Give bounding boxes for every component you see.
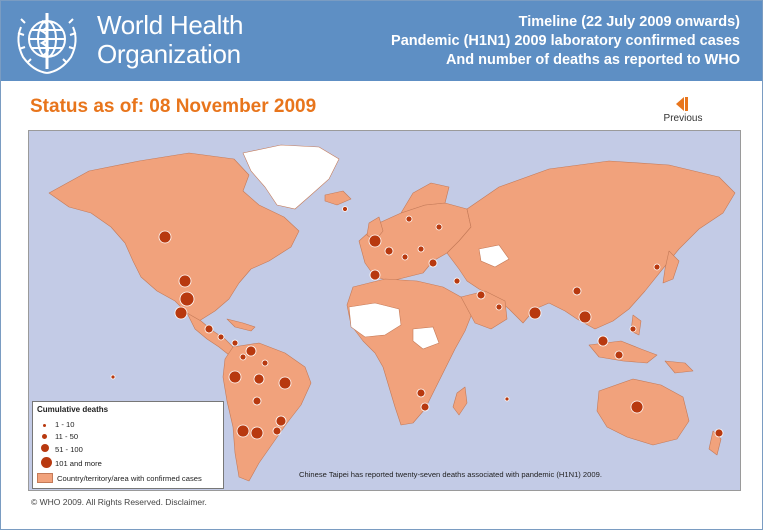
death-marker xyxy=(453,277,461,285)
death-marker xyxy=(250,426,264,440)
death-marker xyxy=(435,223,443,231)
death-marker xyxy=(261,359,269,367)
confirmed-area-swatch xyxy=(37,473,53,483)
death-marker xyxy=(239,353,247,361)
death-marker xyxy=(384,246,394,256)
death-marker xyxy=(714,428,724,438)
death-marker xyxy=(495,303,503,311)
death-marker xyxy=(597,335,609,347)
arabian-peninsula xyxy=(460,290,508,330)
death-marker xyxy=(630,400,644,414)
legend-label: 101 and more xyxy=(55,458,102,468)
central-america-landmass xyxy=(186,312,238,356)
iceland-landmass xyxy=(324,190,352,206)
legend-marker-medium xyxy=(41,433,47,439)
death-marker xyxy=(342,206,348,212)
greenland-no-data xyxy=(242,144,340,210)
legend-item-51-100: 51 - 100 xyxy=(41,443,83,455)
death-marker xyxy=(405,215,413,223)
scandinavia-landmass xyxy=(400,182,450,214)
legend-marker-large xyxy=(41,444,49,452)
central-africa-no-data xyxy=(412,326,440,350)
death-marker xyxy=(110,374,116,380)
caribbean-islands xyxy=(226,318,256,332)
header-titles: Timeline (22 July 2009 onwards) Pandemic… xyxy=(391,13,740,70)
death-marker xyxy=(401,253,409,261)
legend-item-11-50: 11 - 50 xyxy=(41,430,78,442)
death-marker xyxy=(368,234,382,248)
death-marker xyxy=(653,263,661,271)
death-marker xyxy=(420,402,430,412)
map-legend: Cumulative deaths 1 - 10 11 - 50 51 - 10… xyxy=(32,401,224,489)
status-date: Status as of: 08 November 2009 xyxy=(30,96,317,117)
legend-marker-xlarge xyxy=(41,456,52,468)
death-marker xyxy=(614,350,624,360)
title-line-3: And number of deaths as reported to WHO xyxy=(445,52,740,68)
legend-label: 51 - 100 xyxy=(55,444,83,454)
previous-label: Previous xyxy=(663,113,703,124)
world-map: Cumulative deaths 1 - 10 11 - 50 51 - 10… xyxy=(28,130,741,491)
title-line-1: Timeline (22 July 2009 onwards) xyxy=(518,14,740,30)
death-marker xyxy=(204,324,214,334)
papua-new-guinea xyxy=(664,360,694,374)
death-marker xyxy=(228,370,242,384)
legend-marker-small xyxy=(42,423,46,427)
death-marker xyxy=(236,424,250,438)
southeast-asia-islands xyxy=(588,340,658,364)
death-marker xyxy=(179,291,195,307)
death-marker xyxy=(428,258,438,268)
previous-button[interactable]: Previous xyxy=(658,96,708,126)
central-asia-no-data xyxy=(478,244,510,268)
death-marker xyxy=(245,345,257,357)
world-map-svg xyxy=(48,144,736,482)
south-america-landmass xyxy=(222,342,312,482)
legend-item-confirmed-area: Country/territory/area with confirmed ca… xyxy=(37,472,202,484)
death-marker xyxy=(252,396,262,406)
footer-copyright: © WHO 2009. All Rights Reserved. Disclai… xyxy=(31,497,207,507)
legend-label: 1 - 10 xyxy=(55,419,75,429)
death-marker xyxy=(217,333,225,341)
uk-landmass xyxy=(366,216,384,242)
asia-landmass xyxy=(446,160,736,330)
legend-label: 11 - 50 xyxy=(55,431,79,441)
organization-name: World Health Organization xyxy=(97,10,244,69)
death-marker xyxy=(629,325,637,333)
japan-landmass xyxy=(662,250,680,284)
death-marker xyxy=(578,310,592,324)
previous-arrow-icon xyxy=(676,97,688,111)
who-emblem-logo xyxy=(17,13,77,74)
death-marker xyxy=(476,290,486,300)
west-africa-no-data xyxy=(348,302,402,338)
death-marker xyxy=(178,274,192,288)
legend-title: Cumulative deaths xyxy=(37,405,109,414)
death-marker xyxy=(231,339,239,347)
death-marker xyxy=(572,286,582,296)
org-name-line-2: Organization xyxy=(97,39,241,69)
death-marker xyxy=(278,376,292,390)
death-marker xyxy=(417,245,425,253)
header-banner: World Health Organization Timeline (22 J… xyxy=(1,1,762,81)
death-marker xyxy=(275,415,287,427)
death-marker xyxy=(369,269,381,281)
madagascar-landmass xyxy=(452,386,468,416)
australia-landmass xyxy=(596,378,690,446)
death-marker xyxy=(272,426,282,436)
death-marker xyxy=(504,396,510,402)
legend-item-101-plus: 101 and more xyxy=(41,456,102,469)
org-name-line-1: World Health xyxy=(97,10,244,40)
title-line-2: Pandemic (H1N1) 2009 laboratory confirme… xyxy=(391,33,740,49)
death-marker xyxy=(528,306,542,320)
death-marker xyxy=(158,230,172,244)
map-note: Chinese Taipei has reported twenty-seven… xyxy=(299,470,602,479)
legend-area-label: Country/territory/area with confirmed ca… xyxy=(57,473,202,483)
legend-item-1-10: 1 - 10 xyxy=(41,418,74,430)
death-marker xyxy=(416,388,426,398)
death-marker xyxy=(174,306,188,320)
death-marker xyxy=(253,373,265,385)
north-america-landmass xyxy=(48,152,300,322)
